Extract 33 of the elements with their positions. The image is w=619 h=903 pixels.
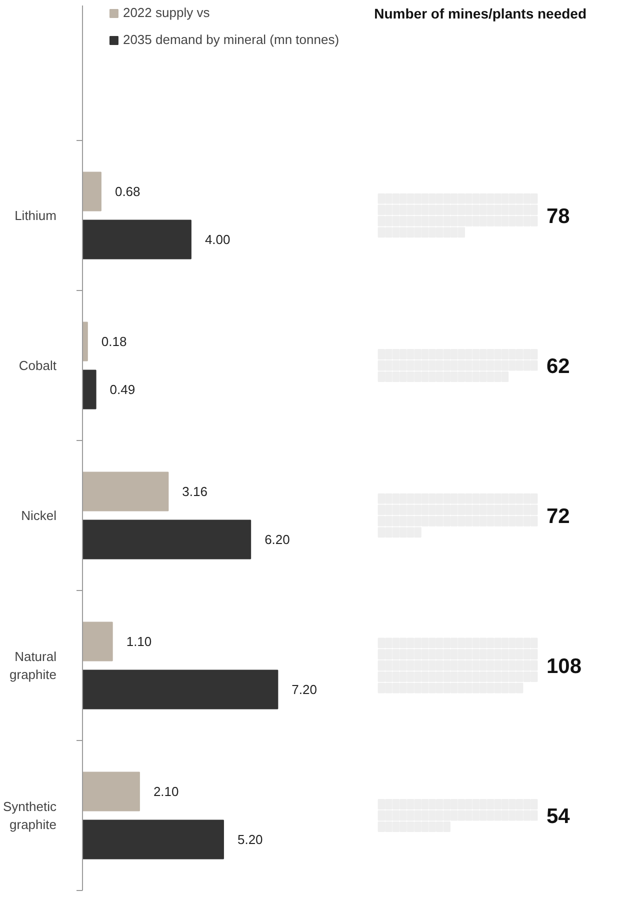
data-label: 54 [546,805,570,828]
data-label: 4.00 [204,232,230,247]
bar [82,622,113,662]
bar [82,820,224,860]
text: Number of mines/plants needed [374,6,587,22]
data-label: 0.68 [114,184,140,199]
bar [82,322,88,362]
bar [82,220,192,260]
bar [82,772,140,812]
y-tick-label: Synthetic graphite [3,799,57,832]
bar [82,670,278,710]
data-label: 5.20 [237,832,263,847]
bar [82,370,96,410]
data-label: 0.49 [110,382,136,397]
data-label: 6.20 [264,532,290,547]
legend-label: 2022 supply vs [122,5,210,20]
y-tick-label: Cobalt [18,358,57,373]
y-tick-label: Natural graphite [10,649,57,682]
data-label: 108 [546,655,582,678]
data-label: 0.18 [101,334,127,349]
bar [82,172,102,212]
legend-label: 2035 demand by mineral (mn tonnes) [122,32,340,47]
data-label: 62 [546,355,570,378]
bar [82,520,252,560]
data-label: 72 [546,505,570,528]
y-tick-label: Lithium [14,208,57,223]
bar [82,472,169,512]
data-label: 3.16 [182,484,208,499]
data-label: 7.20 [292,682,317,697]
data-label: 1.10 [126,634,152,649]
y-tick-label: Nickel [21,508,57,523]
data-label: 2.10 [153,784,179,799]
data-label: 78 [546,205,570,228]
